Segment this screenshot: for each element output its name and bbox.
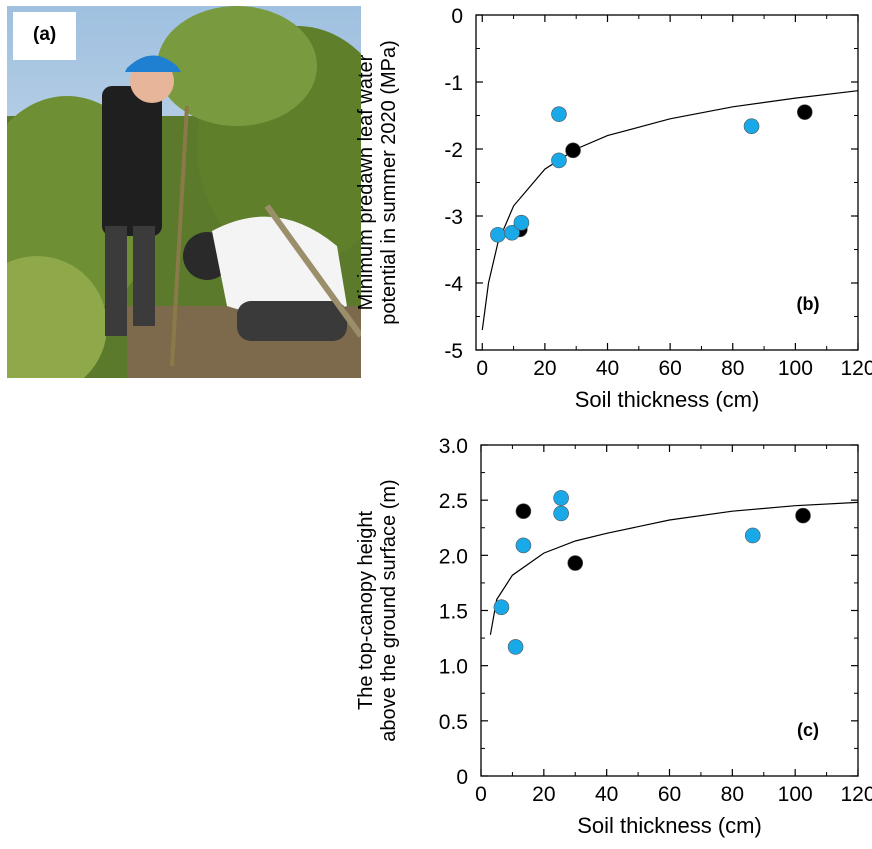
chart-b-y-tick-label: -4	[444, 273, 463, 296]
chart-b-blue-point	[513, 214, 530, 231]
photo-panel-label: (a)	[13, 12, 77, 60]
chart-c-x-tick-label: 20	[532, 783, 555, 806]
chart-c-x-tick-label: 60	[658, 783, 681, 806]
chart-c-x-tick-label: 120	[840, 783, 872, 806]
chart-c-y-tick-label: 0	[456, 766, 468, 789]
chart-b-text: 0 20 40 60 80 100 120 0 -1 -2 -3 -4 -5 (b) Soil thickn…	[355, 5, 872, 412]
chart-c-x-axis-title: Soil thickness (cm)	[577, 813, 762, 838]
chart-c-blue-point	[553, 505, 569, 522]
chart-b-x-tick-label: 100	[778, 357, 813, 380]
chart-b: 0 20 40 60 80 100 120 0 -1 -2 -3 -4 -5 (b) Soil thickn…	[355, 5, 872, 412]
chart-c-black-point	[515, 503, 532, 519]
chart-c-blue-point	[507, 639, 524, 655]
chart-b-black-point	[796, 104, 813, 120]
chart-c-y-axis-title-line-2: above the ground surface (m)	[378, 479, 400, 741]
chart-c-blue-point	[553, 490, 569, 506]
field-photo: (a)	[7, 6, 361, 378]
chart-c-blue-point	[493, 599, 510, 615]
chart-c-y-tick-label: 1.5	[439, 601, 468, 624]
chart-b-panel-label: (b)	[797, 294, 820, 314]
chart-c-blue-point	[744, 527, 761, 544]
chart-b-blue-point	[490, 226, 506, 243]
chart-b-ticks	[476, 14, 859, 351]
chart-c-black-point	[795, 507, 811, 524]
chart-c-black-point	[567, 555, 584, 571]
chart-c-text: 0 20 40 60 80 100 120 0 0.5 1.0 1.5 2.0 2.5 3.0 (c) Soi…	[355, 435, 872, 838]
chart-c-fit-curve	[489, 501, 859, 635]
chart-c-y-tick-label: 2.5	[439, 490, 468, 513]
chart-b-x-tick-label: 120	[840, 357, 872, 380]
chart-c-panel-label: (c)	[797, 720, 819, 740]
chart-b-x-tick-label: 40	[596, 357, 619, 380]
chart-b-x-tick-label: 60	[658, 357, 681, 380]
chart-b-points	[490, 104, 813, 243]
chart-b-y-tick-label: -5	[444, 340, 463, 363]
chart-b-y-axis-title-line-1: Minimum predawn leaf water	[355, 54, 377, 310]
chart-b-blue-point	[551, 106, 567, 122]
chart-b-x-tick-label: 20	[533, 357, 556, 380]
chart-b-y-tick-label: -1	[444, 72, 463, 95]
chart-c-ticks	[480, 444, 859, 777]
chart-c-x-tick-label: 40	[595, 783, 618, 806]
chart-b-y-tick-label: 0	[451, 5, 463, 28]
chart-b-y-tick-label: -2	[444, 139, 463, 162]
chart-b-x-tick-label: 0	[476, 357, 488, 380]
chart-c-x-tick-label: 0	[475, 783, 487, 806]
chart-c-blue-point	[515, 537, 532, 554]
field-photo-illustration	[7, 6, 361, 378]
chart-c-y-tick-label: 3.0	[439, 435, 468, 458]
chart-b-x-tick-label: 80	[721, 357, 744, 380]
chart-c: 0 20 40 60 80 100 120 0 0.5 1.0 1.5 2.0 2.5 3.0 (c) Soi…	[355, 435, 872, 838]
chart-c-y-tick-label: 0.5	[439, 711, 468, 734]
chart-c-y-axis-title-line-1: The top-canopy height	[355, 511, 377, 710]
chart-b-y-axis-title-line-2: potential in summer 2020 (MPa)	[378, 40, 400, 325]
chart-c-fit-curve-line	[489, 501, 859, 635]
chart-c-x-tick-label: 100	[778, 783, 813, 806]
chart-b-black-point	[565, 142, 581, 159]
chart-c-y-tick-label: 2.0	[439, 545, 468, 568]
chart-c-y-tick-label: 1.0	[439, 656, 468, 679]
chart-b-x-axis-title: Soil thickness (cm)	[575, 387, 760, 412]
chart-b-y-tick-label: -3	[444, 206, 463, 229]
chart-b-blue-point	[504, 224, 520, 241]
chart-c-points	[493, 490, 811, 655]
chart-b-blue-point	[743, 118, 760, 135]
chart-b-blue-point	[551, 152, 567, 169]
chart-c-x-tick-label: 80	[721, 783, 744, 806]
